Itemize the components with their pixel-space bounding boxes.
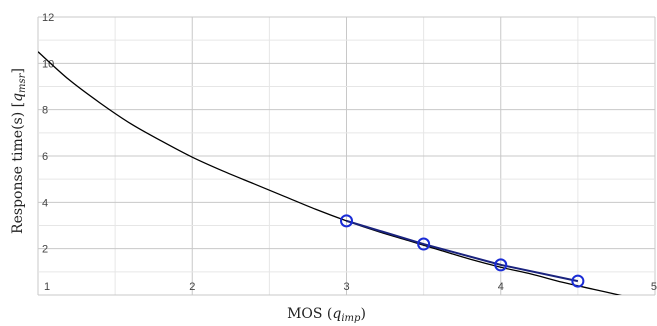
x-tick-label: 5 (651, 281, 657, 293)
x-axis-label-prefix: MOS ( (287, 306, 332, 322)
y-tick-label: 6 (42, 151, 48, 163)
x-axis-label-sub: imp (341, 313, 361, 324)
measured-point (417, 237, 431, 251)
x-axis-label: MOS (qimp) (287, 306, 366, 324)
x-axis-label-suffix: ) (360, 306, 365, 322)
measured-line (346, 219, 579, 283)
x-tick-label: 1 (44, 281, 50, 293)
y-tick-label: 2 (42, 244, 48, 256)
measured-point (571, 274, 585, 288)
y-axis-label: Response time(s) [qmsr] (10, 68, 28, 234)
x-tick-label: 3 (343, 281, 349, 293)
axis-labels: MOS (qimp)Response time(s) [qmsr] (10, 68, 366, 324)
x-tick-label: 4 (498, 281, 504, 293)
y-axis-label-sub: msr (17, 72, 28, 93)
y-tick-label: 12 (42, 12, 54, 24)
measured-point (340, 214, 353, 228)
y-tick-label: 10 (42, 58, 54, 70)
y-axis-label-var: q (10, 93, 26, 102)
y-tick-label: 8 (42, 105, 48, 117)
y-axis-label-prefix: Response time(s) [ (10, 102, 26, 234)
y-tick-labels: 2 4 6 8 10 12 (42, 12, 54, 256)
x-tick-label: 2 (189, 281, 195, 293)
fitted-curve (38, 51, 622, 295)
x-axis-label-var: q (332, 306, 341, 322)
y-axis-label-suffix: ] (10, 68, 26, 73)
measured-series (340, 214, 585, 288)
x-tick-labels: 1 2 3 4 5 (44, 281, 657, 293)
y-tick-label: 4 (42, 197, 48, 209)
grid (37, 16, 656, 296)
measured-point (494, 258, 508, 272)
